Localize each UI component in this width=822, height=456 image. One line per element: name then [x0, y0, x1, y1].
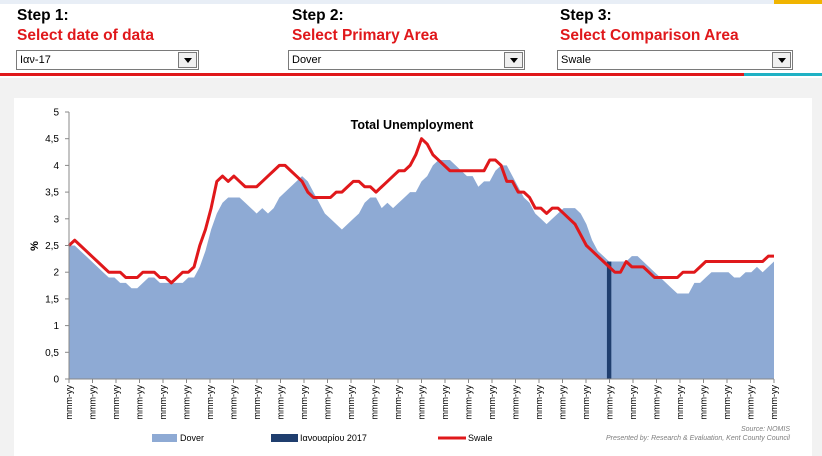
y-tick-label: 1	[53, 321, 59, 332]
comparison-area-select-value: Swale	[561, 54, 591, 66]
x-tick-label: mmm-yy	[111, 385, 121, 420]
x-tick-label: mmm-yy	[229, 385, 239, 420]
y-tick-label: 3	[53, 214, 59, 225]
x-tick-label: mmm-yy	[464, 385, 474, 420]
y-tick-label: 3,5	[45, 188, 59, 199]
y-tick-label: 0	[53, 375, 59, 386]
step-1: Step 1: Select date of data	[17, 6, 154, 46]
date-select[interactable]: Ιαν-17	[16, 50, 199, 70]
primary-area-select[interactable]: Dover	[288, 50, 525, 70]
legend-label-dover: Dover	[180, 433, 204, 443]
step-2-subtitle: Select Primary Area	[292, 27, 438, 44]
y-tick-label: 4,5	[45, 134, 59, 145]
source-note: Source: NOMIS	[740, 426, 790, 433]
date-select-value: Ιαν-17	[20, 54, 51, 66]
chevron-down-icon[interactable]	[772, 52, 791, 68]
highlight-month-bar	[606, 261, 612, 379]
y-tick-label: 0,5	[45, 348, 59, 359]
step-2-title: Step 2:	[292, 7, 344, 24]
x-tick-label: mmm-yy	[440, 385, 450, 420]
y-tick-label: 5	[53, 108, 59, 119]
x-tick-label: mmm-yy	[511, 385, 521, 420]
x-tick-label: mmm-yy	[675, 385, 685, 420]
step-3-title: Step 3:	[560, 7, 612, 24]
series-area-dover	[69, 160, 774, 379]
x-tick-label: mmm-yy	[346, 385, 356, 420]
y-tick-label: 2,5	[45, 241, 59, 252]
x-tick-label: mmm-yy	[581, 385, 591, 420]
x-tick-label: mmm-yy	[323, 385, 333, 420]
legend-label-highlight: Ιανουαρίου 2017	[300, 433, 367, 443]
legend-label-swale: Swale	[468, 433, 493, 443]
step-3: Step 3: Select Comparison Area	[560, 6, 739, 46]
x-tick-label: mmm-yy	[699, 385, 709, 420]
x-tick-label: mmm-yy	[182, 385, 192, 420]
legend-swatch-highlight	[271, 434, 298, 442]
x-tick-label: mmm-yy	[88, 385, 98, 420]
y-tick-label: 2	[53, 268, 59, 279]
x-tick-label: mmm-yy	[64, 385, 74, 420]
x-tick-label: mmm-yy	[652, 385, 662, 420]
header-divider-red	[0, 73, 744, 76]
y-tick-label: 1,5	[45, 294, 59, 305]
primary-area-select-value: Dover	[292, 54, 322, 66]
x-tick-label: mmm-yy	[370, 385, 380, 420]
x-tick-label: mmm-yy	[276, 385, 286, 420]
sheet-top-strip-highlight	[774, 0, 822, 4]
step-1-title: Step 1:	[17, 7, 69, 24]
presented-by-note: Presented by: Research & Evaluation, Ken…	[605, 435, 790, 442]
x-tick-label: mmm-yy	[487, 385, 497, 420]
chevron-down-icon[interactable]	[178, 52, 197, 68]
y-tick-label: 4	[53, 161, 59, 172]
legend-swatch-dover	[152, 434, 177, 442]
x-tick-label: mmm-yy	[417, 385, 427, 420]
header-divider-teal	[744, 73, 822, 76]
x-tick-label: mmm-yy	[746, 385, 756, 420]
step-3-subtitle: Select Comparison Area	[560, 27, 739, 44]
sheet-top-strip	[0, 0, 822, 4]
chart-title: Total Unemployment	[351, 118, 475, 132]
step-1-subtitle: Select date of data	[17, 27, 154, 44]
x-tick-label: mmm-yy	[769, 385, 779, 420]
x-tick-label: mmm-yy	[393, 385, 403, 420]
chevron-down-icon[interactable]	[504, 52, 523, 68]
x-tick-label: mmm-yy	[722, 385, 732, 420]
x-tick-label: mmm-yy	[158, 385, 168, 420]
y-axis-label: %	[29, 241, 41, 251]
x-tick-label: mmm-yy	[205, 385, 215, 420]
x-tick-label: mmm-yy	[605, 385, 615, 420]
step-2: Step 2: Select Primary Area	[292, 6, 438, 46]
x-tick-label: mmm-yy	[135, 385, 145, 420]
x-tick-label: mmm-yy	[558, 385, 568, 420]
x-tick-label: mmm-yy	[299, 385, 309, 420]
x-tick-label: mmm-yy	[628, 385, 638, 420]
comparison-area-select[interactable]: Swale	[557, 50, 793, 70]
x-tick-label: mmm-yy	[252, 385, 262, 420]
series-line-swale	[67, 137, 774, 285]
x-tick-label: mmm-yy	[534, 385, 544, 420]
